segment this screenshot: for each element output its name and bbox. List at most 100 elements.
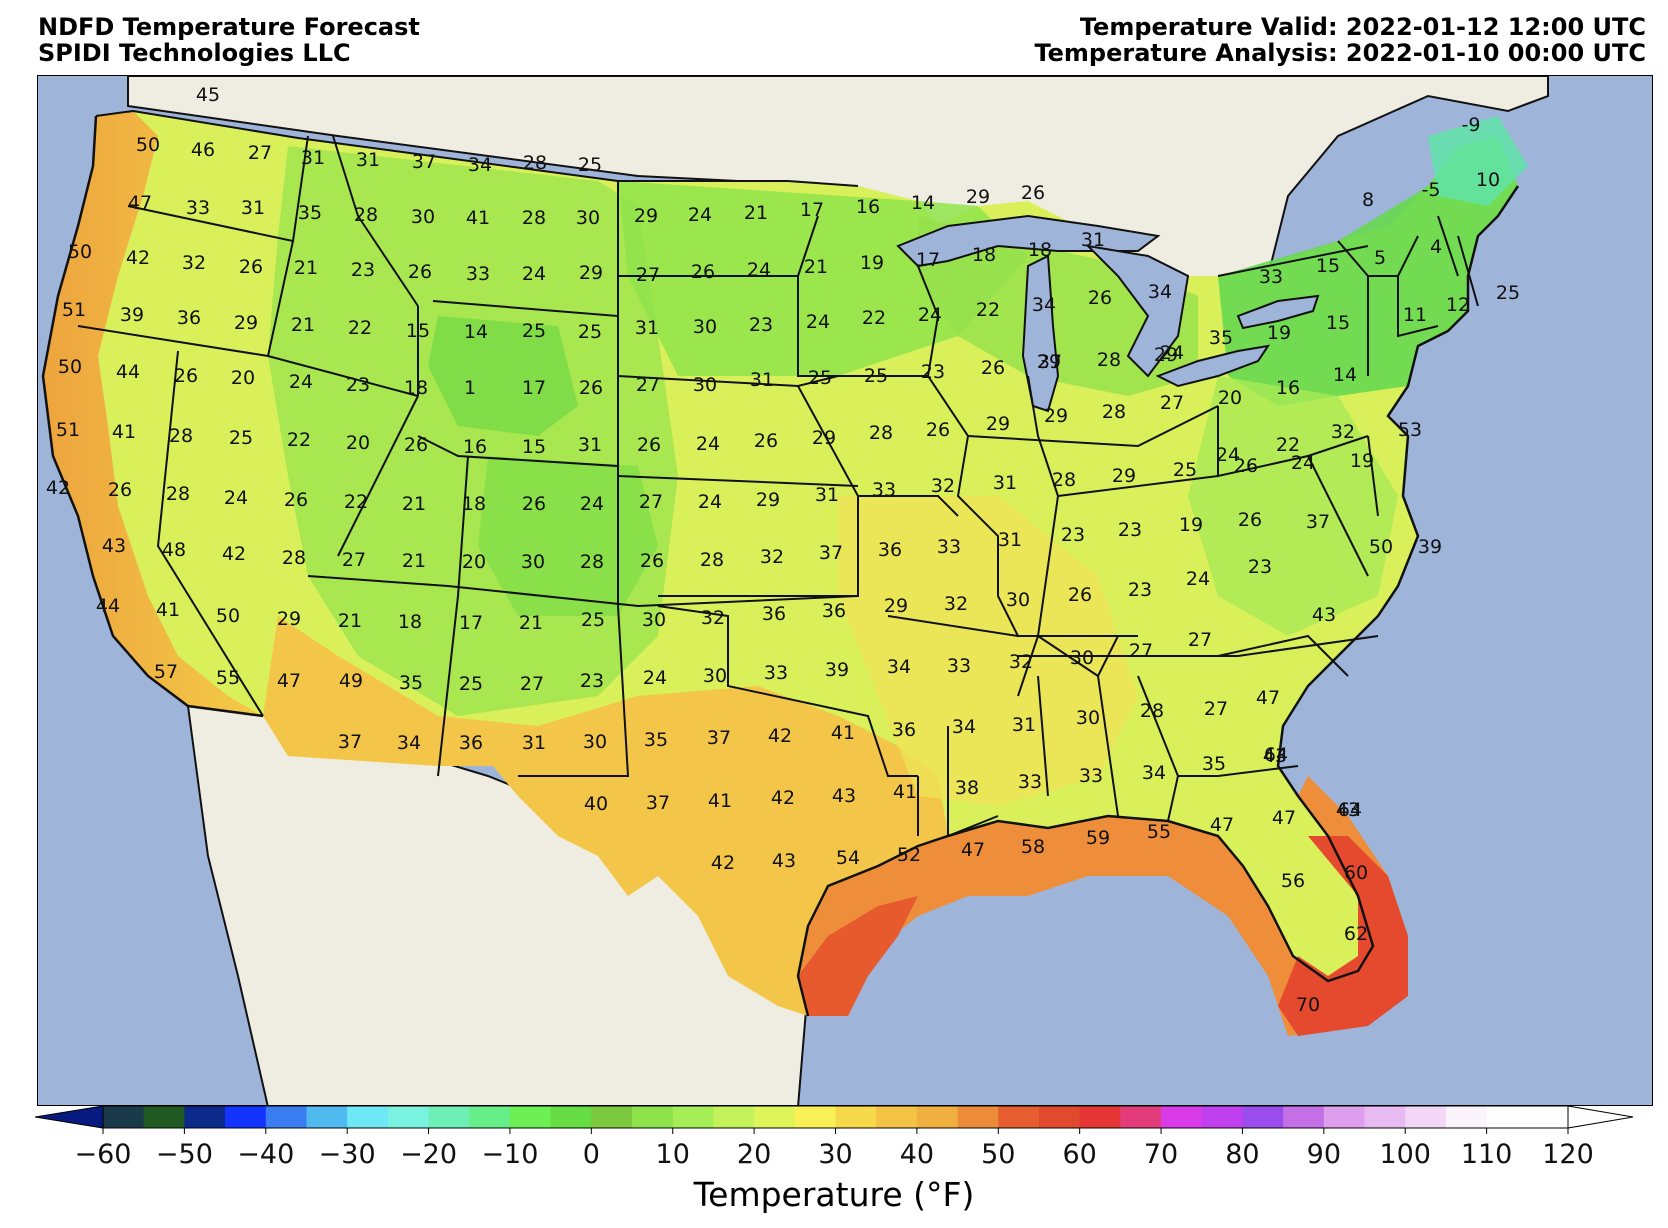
station-temperature-label: 24: [580, 493, 604, 515]
colorbar-segment: [794, 1106, 836, 1128]
station-temperature-label: 50: [58, 356, 82, 378]
station-temperature-label: 25: [1173, 459, 1197, 481]
station-temperature-label: 44: [116, 361, 140, 383]
station-temperature-label: 18: [404, 377, 428, 399]
colorbar-tick-label: 120: [1542, 1139, 1594, 1170]
colorbar-segment: [998, 1106, 1040, 1128]
station-temperature-label: 22: [344, 491, 368, 513]
station-temperature-label: 36: [459, 732, 483, 754]
station-temperature-label: 45: [196, 84, 220, 106]
station-temperature-label: 26: [637, 434, 661, 456]
station-temperature-label: 31: [815, 484, 839, 506]
station-temperature-label: 18: [972, 244, 996, 266]
colorbar-tick-label: −40: [237, 1139, 294, 1170]
station-temperature-label: 26: [1088, 287, 1112, 309]
station-temperature-label: 4: [1430, 236, 1442, 258]
station-temperature-label: 31: [1081, 229, 1105, 251]
station-temperature-label: 32: [931, 475, 955, 497]
station-temperature-label: 34: [952, 716, 976, 738]
station-temperature-label: 28: [282, 547, 306, 569]
station-temperature-label: 47: [961, 839, 985, 861]
station-temperature-label: 30: [1076, 707, 1100, 729]
station-temperature-label: 20: [231, 367, 255, 389]
colorbar-tick-label: −30: [319, 1139, 376, 1170]
colorbar-segment: [306, 1106, 348, 1128]
colorbar-segment: [225, 1106, 267, 1128]
colorbar-segment: [347, 1106, 389, 1128]
great-lakes-cool: [918, 216, 1198, 396]
station-temperature-label: 33: [1018, 771, 1042, 793]
station-temperature-label: 31: [1012, 714, 1036, 736]
station-temperature-label: 24: [918, 304, 942, 326]
station-temperature-label: 49: [339, 670, 363, 692]
station-temperature-label: 34: [1032, 294, 1056, 316]
station-temperature-label: 26: [108, 479, 132, 501]
station-temperature-label: 16: [1276, 377, 1300, 399]
station-temperature-label: 34: [468, 154, 492, 176]
station-temperature-label: 55: [1147, 821, 1171, 843]
station-temperature-label: 25: [864, 365, 888, 387]
colorbar-tick-label: 80: [1225, 1139, 1259, 1170]
station-temperature-label: -9: [1462, 114, 1481, 136]
station-temperature-label: 15: [406, 320, 430, 342]
colorbar-segment: [876, 1106, 918, 1128]
state-borders: [77, 109, 1479, 838]
valid-time: Temperature Valid: 2022-01-12 12:00 UTC: [1079, 13, 1646, 41]
station-temperature-label: 23: [749, 314, 773, 336]
station-temperature-label: 24: [224, 487, 248, 509]
station-temperature-label: 26: [1238, 509, 1262, 531]
station-temperature-label: 24: [806, 311, 830, 333]
colorbar-segment: [916, 1106, 959, 1128]
map-title: NDFD Temperature Forecast: [38, 13, 420, 41]
station-temperature-label: 53: [1398, 419, 1422, 441]
station-temperature-label: 21: [519, 612, 543, 634]
station-temperature-label: 23: [580, 670, 604, 692]
station-temperature-label: 29: [1112, 465, 1136, 487]
station-temperature-label: 23: [1128, 579, 1152, 601]
station-temperature-label: 37: [1038, 351, 1062, 373]
station-temperature-label: 43: [1312, 604, 1336, 626]
colorbar-tick-label: −10: [481, 1139, 538, 1170]
station-temperature-label: 25: [229, 427, 253, 449]
station-temperature-label: 24: [1186, 568, 1210, 590]
colorbar-segment: [591, 1106, 633, 1128]
colorbar-segment: [143, 1106, 185, 1128]
station-temperature-label: 25: [1496, 282, 1520, 304]
florida-hot: [1278, 836, 1408, 1036]
station-temperature-label: 23: [351, 259, 375, 281]
map-time-block: Temperature Valid: 2022-01-12 12:00 UTC …: [1034, 14, 1646, 66]
station-temperature-label: 51: [62, 299, 86, 321]
station-temperature-label: 24: [696, 433, 720, 455]
station-temperature-label: 30: [1006, 589, 1030, 611]
station-temperature-label: 38: [955, 777, 979, 799]
station-temperature-label: 34: [397, 732, 421, 754]
station-temperature-label: 41: [831, 722, 855, 744]
station-temperature-label: 47: [1256, 687, 1280, 709]
station-temperature-label: 29: [1037, 351, 1061, 373]
station-temperature-label: 27: [1188, 629, 1212, 651]
colorbar-tick-label: 40: [900, 1139, 934, 1170]
station-temperature-label: 24: [1160, 342, 1184, 364]
station-temperature-label: 26: [522, 493, 546, 515]
station-temperature-label: 33: [872, 479, 896, 501]
station-temperature-label: -5: [1422, 179, 1441, 201]
station-temperature-label: 23: [1118, 519, 1142, 541]
station-temperature-label: 21: [291, 314, 315, 336]
station-temperature-label: 27: [342, 549, 366, 571]
station-temperature-label: 18: [398, 611, 422, 633]
station-temperature-label: 31: [635, 317, 659, 339]
station-temperature-label: 27: [636, 374, 660, 396]
station-temperature-label: 27: [248, 142, 272, 164]
station-temperature-label: 58: [1021, 836, 1045, 858]
station-temperature-label: 48: [162, 539, 186, 561]
station-temperature-label: 26: [640, 550, 664, 572]
station-temperature-label: 29: [812, 427, 836, 449]
colorbar-segment: [835, 1106, 877, 1128]
gulf-coast-hot: [798, 776, 1408, 1036]
station-temperature-label: 24: [698, 491, 722, 513]
station-temperature-label: 31: [998, 529, 1022, 551]
station-temperature-label: 50: [136, 134, 160, 156]
station-temperature-label: 64: [1264, 744, 1288, 766]
station-temperature-label: 31: [750, 369, 774, 391]
